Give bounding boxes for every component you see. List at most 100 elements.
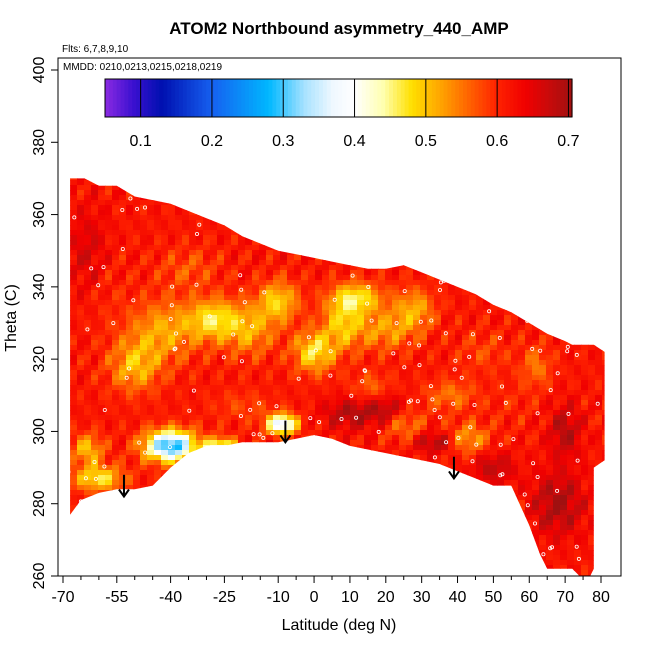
heatmap-cell [70, 160, 78, 166]
heatmap-cell [315, 535, 323, 541]
heatmap-cell [399, 430, 407, 436]
heatmap-cell [378, 220, 386, 226]
heatmap-cell [392, 295, 400, 301]
heatmap-cell [161, 480, 169, 486]
heatmap-cell [406, 200, 414, 206]
heatmap-cell [301, 190, 309, 196]
heatmap-cell [315, 515, 323, 521]
heatmap-cell [245, 380, 253, 386]
heatmap-cell [84, 390, 92, 396]
heatmap-cell [105, 300, 113, 306]
heatmap-cell [336, 465, 344, 471]
heatmap-cell [385, 375, 393, 381]
heatmap-cell [245, 220, 253, 226]
heatmap-cell [336, 300, 344, 306]
heatmap-cell [133, 220, 141, 226]
heatmap-cell [84, 420, 92, 426]
heatmap-cell [413, 230, 421, 236]
heatmap-cell [91, 160, 99, 166]
heatmap-cell [175, 380, 183, 386]
heatmap-cell [406, 460, 414, 466]
heatmap-cell [301, 470, 309, 476]
heatmap-cell [406, 250, 414, 256]
heatmap-cell [70, 178, 71, 181]
heatmap-cell [175, 260, 183, 266]
heatmap-cell [252, 475, 260, 481]
heatmap-cell [252, 445, 260, 451]
heatmap-cell [133, 410, 141, 416]
heatmap-cell [175, 440, 183, 446]
heatmap-cell [168, 435, 176, 441]
heatmap-cell [245, 215, 253, 221]
heatmap-cell [224, 205, 232, 211]
heatmap-cell [357, 275, 365, 281]
heatmap-cell [161, 415, 169, 421]
heatmap-cell [112, 315, 120, 321]
heatmap-cell [175, 345, 183, 351]
heatmap-cell [392, 200, 400, 206]
heatmap-cell [161, 330, 169, 336]
heatmap-cell [385, 295, 393, 301]
heatmap-cell [343, 410, 351, 416]
heatmap-cell [189, 465, 197, 471]
heatmap-cell [357, 230, 365, 236]
heatmap-cell [203, 180, 211, 186]
heatmap-cell [259, 335, 267, 341]
heatmap-cell [168, 545, 176, 551]
heatmap-cell [448, 300, 456, 306]
heatmap-cell [168, 178, 176, 181]
heatmap-cell [406, 178, 414, 181]
heatmap-cell [343, 555, 351, 561]
heatmap-cell [308, 310, 316, 316]
heatmap-cell [392, 270, 400, 276]
heatmap-cell [91, 400, 99, 406]
heatmap-cell [70, 385, 78, 391]
heatmap-cell [301, 178, 309, 181]
heatmap-cell [210, 385, 218, 391]
heatmap-cell [392, 465, 400, 471]
heatmap-cell [343, 430, 351, 436]
heatmap-cell [308, 345, 316, 351]
heatmap-cell [420, 245, 428, 251]
heatmap-cell [210, 280, 218, 286]
heatmap-cell [112, 485, 120, 491]
heatmap-cell [392, 275, 400, 281]
heatmap-cell [112, 440, 120, 446]
heatmap-cell [203, 570, 211, 576]
heatmap-cell [350, 235, 358, 241]
heatmap-cell [280, 178, 288, 181]
heatmap-cell [301, 560, 309, 566]
heatmap-cell [301, 350, 309, 356]
heatmap-cell [140, 570, 148, 576]
heatmap-cell [203, 395, 211, 401]
heatmap-cell [231, 480, 239, 486]
heatmap-cell [105, 235, 113, 241]
heatmap-cell [308, 560, 316, 566]
heatmap-cell [91, 370, 99, 376]
heatmap-cell [462, 485, 470, 491]
heatmap-cell [469, 280, 477, 286]
heatmap-cell [238, 315, 246, 321]
heatmap-cell [147, 560, 155, 566]
heatmap-cell [196, 275, 204, 281]
heatmap-cell [182, 445, 190, 451]
heatmap-cell [189, 200, 197, 206]
heatmap-cell [266, 355, 274, 361]
heatmap-cell [210, 260, 218, 266]
heatmap-cell [224, 370, 232, 376]
heatmap-cell [378, 475, 386, 481]
heatmap-cell [378, 250, 386, 256]
heatmap-cell [469, 560, 477, 566]
heatmap-cell [392, 495, 400, 501]
heatmap-cell [84, 480, 92, 486]
heatmap-cell [210, 435, 218, 441]
heatmap-cell [294, 170, 302, 176]
heatmap-cell [301, 445, 309, 451]
heatmap-cell [315, 465, 323, 471]
heatmap-cell [189, 365, 197, 371]
heatmap-cell [280, 500, 288, 506]
heatmap-cell [308, 170, 316, 176]
heatmap-cell [245, 270, 253, 276]
heatmap-cell [84, 285, 92, 291]
heatmap-cell [329, 215, 337, 221]
